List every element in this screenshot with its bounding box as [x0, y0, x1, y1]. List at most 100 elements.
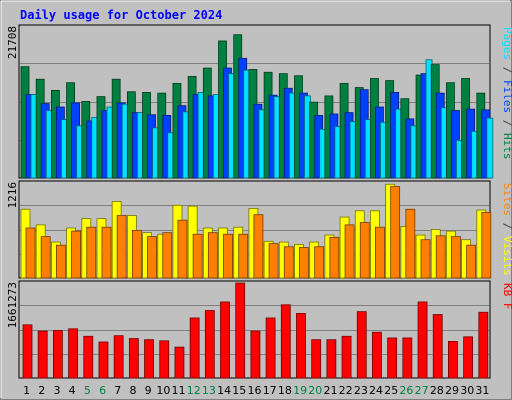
- bar-sites-day-1: [25, 227, 36, 279]
- bar-sites-day-6: [101, 226, 112, 279]
- bar-sites-day-23: [359, 222, 370, 279]
- legend-segment: Sites: [501, 183, 512, 216]
- legend-segment: Hits: [501, 133, 512, 160]
- bar-kb-f-day-3: [52, 330, 63, 379]
- day-label-27: 27: [415, 384, 429, 397]
- bar-sites-day-19: [299, 247, 309, 279]
- bar-sites-day-26: [405, 208, 416, 279]
- bar-kb-f-day-16: [250, 330, 261, 379]
- bar-sites-day-7: [116, 215, 127, 279]
- bar-sites-day-20: [314, 246, 325, 279]
- bar-sites-day-21: [329, 236, 340, 279]
- legend-segment: Pages: [501, 27, 512, 60]
- bar-sites-day-31: [481, 211, 492, 279]
- day-label-3: 3: [53, 384, 60, 397]
- bar-sites-day-11: [177, 219, 188, 279]
- day-label-16: 16: [248, 384, 262, 397]
- bar-kb-f-day-1: [22, 324, 33, 379]
- day-label-29: 29: [445, 384, 459, 397]
- bar-sites-day-24: [375, 226, 385, 279]
- day-label-18: 18: [278, 384, 292, 397]
- day-label-23: 23: [354, 384, 368, 397]
- bar-pages-day-31: [486, 117, 494, 179]
- bar-kb-f-day-30: [463, 336, 474, 379]
- legend-segment: Visits: [501, 236, 512, 276]
- scale-label-hits: 21708: [6, 26, 19, 59]
- bar-kb-f-day-17: [265, 317, 276, 379]
- bar-kb-f-day-11: [174, 346, 185, 379]
- bar-kb-f-day-10: [159, 340, 170, 379]
- bar-kb-f-day-24: [372, 331, 382, 379]
- bar-sites-day-28: [435, 235, 446, 279]
- legend-hits: Pages / Files / Hits: [501, 27, 512, 160]
- day-label-20: 20: [308, 384, 322, 397]
- bar-sites-day-9: [147, 236, 157, 279]
- day-label-17: 17: [263, 384, 277, 397]
- legend-segment: /: [501, 216, 512, 236]
- bar-kb-f-day-13: [204, 310, 215, 379]
- bar-sites-day-14: [223, 233, 233, 279]
- bar-sites-day-8: [131, 229, 142, 279]
- scale-label-kbytes: 1661273: [6, 282, 19, 328]
- bar-kb-f-day-14: [220, 301, 230, 379]
- day-label-31: 31: [475, 384, 489, 397]
- day-label-5: 5: [84, 384, 91, 397]
- legend-segment: /: [501, 60, 512, 80]
- legend-visits: Sites / Visits: [501, 183, 512, 276]
- bar-sites-day-3: [55, 244, 66, 279]
- bar-sites-day-13: [207, 232, 218, 279]
- bar-kb-f-day-27: [417, 301, 428, 379]
- bar-kb-f-day-25: [387, 337, 398, 379]
- day-label-26: 26: [399, 384, 413, 397]
- day-label-10: 10: [156, 384, 170, 397]
- bar-sites-day-30: [466, 244, 477, 279]
- day-label-14: 14: [217, 384, 231, 397]
- bar-kb-f-day-22: [341, 335, 352, 379]
- day-label-22: 22: [339, 384, 353, 397]
- day-label-25: 25: [384, 384, 398, 397]
- day-label-6: 6: [99, 384, 106, 397]
- bar-sites-day-2: [40, 236, 51, 279]
- scale-label-visits: 1216: [6, 182, 19, 209]
- bar-kb-f-day-18: [280, 304, 291, 379]
- bar-sites-day-25: [390, 186, 401, 279]
- day-label-30: 30: [460, 384, 474, 397]
- bar-kb-f-day-19: [296, 312, 306, 379]
- day-label-13: 13: [202, 384, 216, 397]
- bar-kb-f-day-20: [311, 339, 322, 379]
- bar-kb-f-day-9: [144, 339, 154, 379]
- day-label-15: 15: [232, 384, 246, 397]
- legend-kbytes: KB F: [501, 283, 512, 310]
- day-label-12: 12: [187, 384, 201, 397]
- chart-title: Daily usage for October 2024: [20, 8, 222, 22]
- bar-kb-f-day-15: [235, 282, 246, 379]
- bar-sites-day-5: [86, 226, 97, 279]
- bar-kb-f-day-2: [37, 330, 48, 379]
- bar-sites-day-12: [192, 233, 203, 279]
- bar-sites-day-16: [253, 214, 264, 279]
- day-label-19: 19: [293, 384, 307, 397]
- day-label-2: 2: [38, 384, 45, 397]
- day-label-28: 28: [430, 384, 444, 397]
- legend-segment: Files: [501, 80, 512, 113]
- day-label-1: 1: [23, 384, 30, 397]
- bar-kb-f-day-8: [128, 338, 139, 379]
- legend-segment: KB F: [501, 283, 512, 310]
- day-label-4: 4: [69, 384, 76, 397]
- bar-kb-f-day-7: [113, 335, 124, 379]
- bar-sites-day-15: [238, 233, 249, 279]
- bar-sites-day-18: [283, 246, 294, 279]
- bar-sites-day-29: [451, 236, 461, 279]
- bar-kb-f-day-26: [402, 337, 413, 379]
- day-label-9: 9: [145, 384, 152, 397]
- day-label-8: 8: [129, 384, 136, 397]
- bar-kb-f-day-4: [68, 328, 78, 379]
- day-label-24: 24: [369, 384, 383, 397]
- bar-kb-f-day-28: [432, 314, 443, 379]
- legend-segment: /: [501, 113, 512, 133]
- bar-sites-day-4: [71, 230, 81, 279]
- day-label-11: 11: [172, 384, 186, 397]
- bar-sites-day-27: [420, 239, 431, 279]
- bar-kb-f-day-12: [189, 317, 200, 379]
